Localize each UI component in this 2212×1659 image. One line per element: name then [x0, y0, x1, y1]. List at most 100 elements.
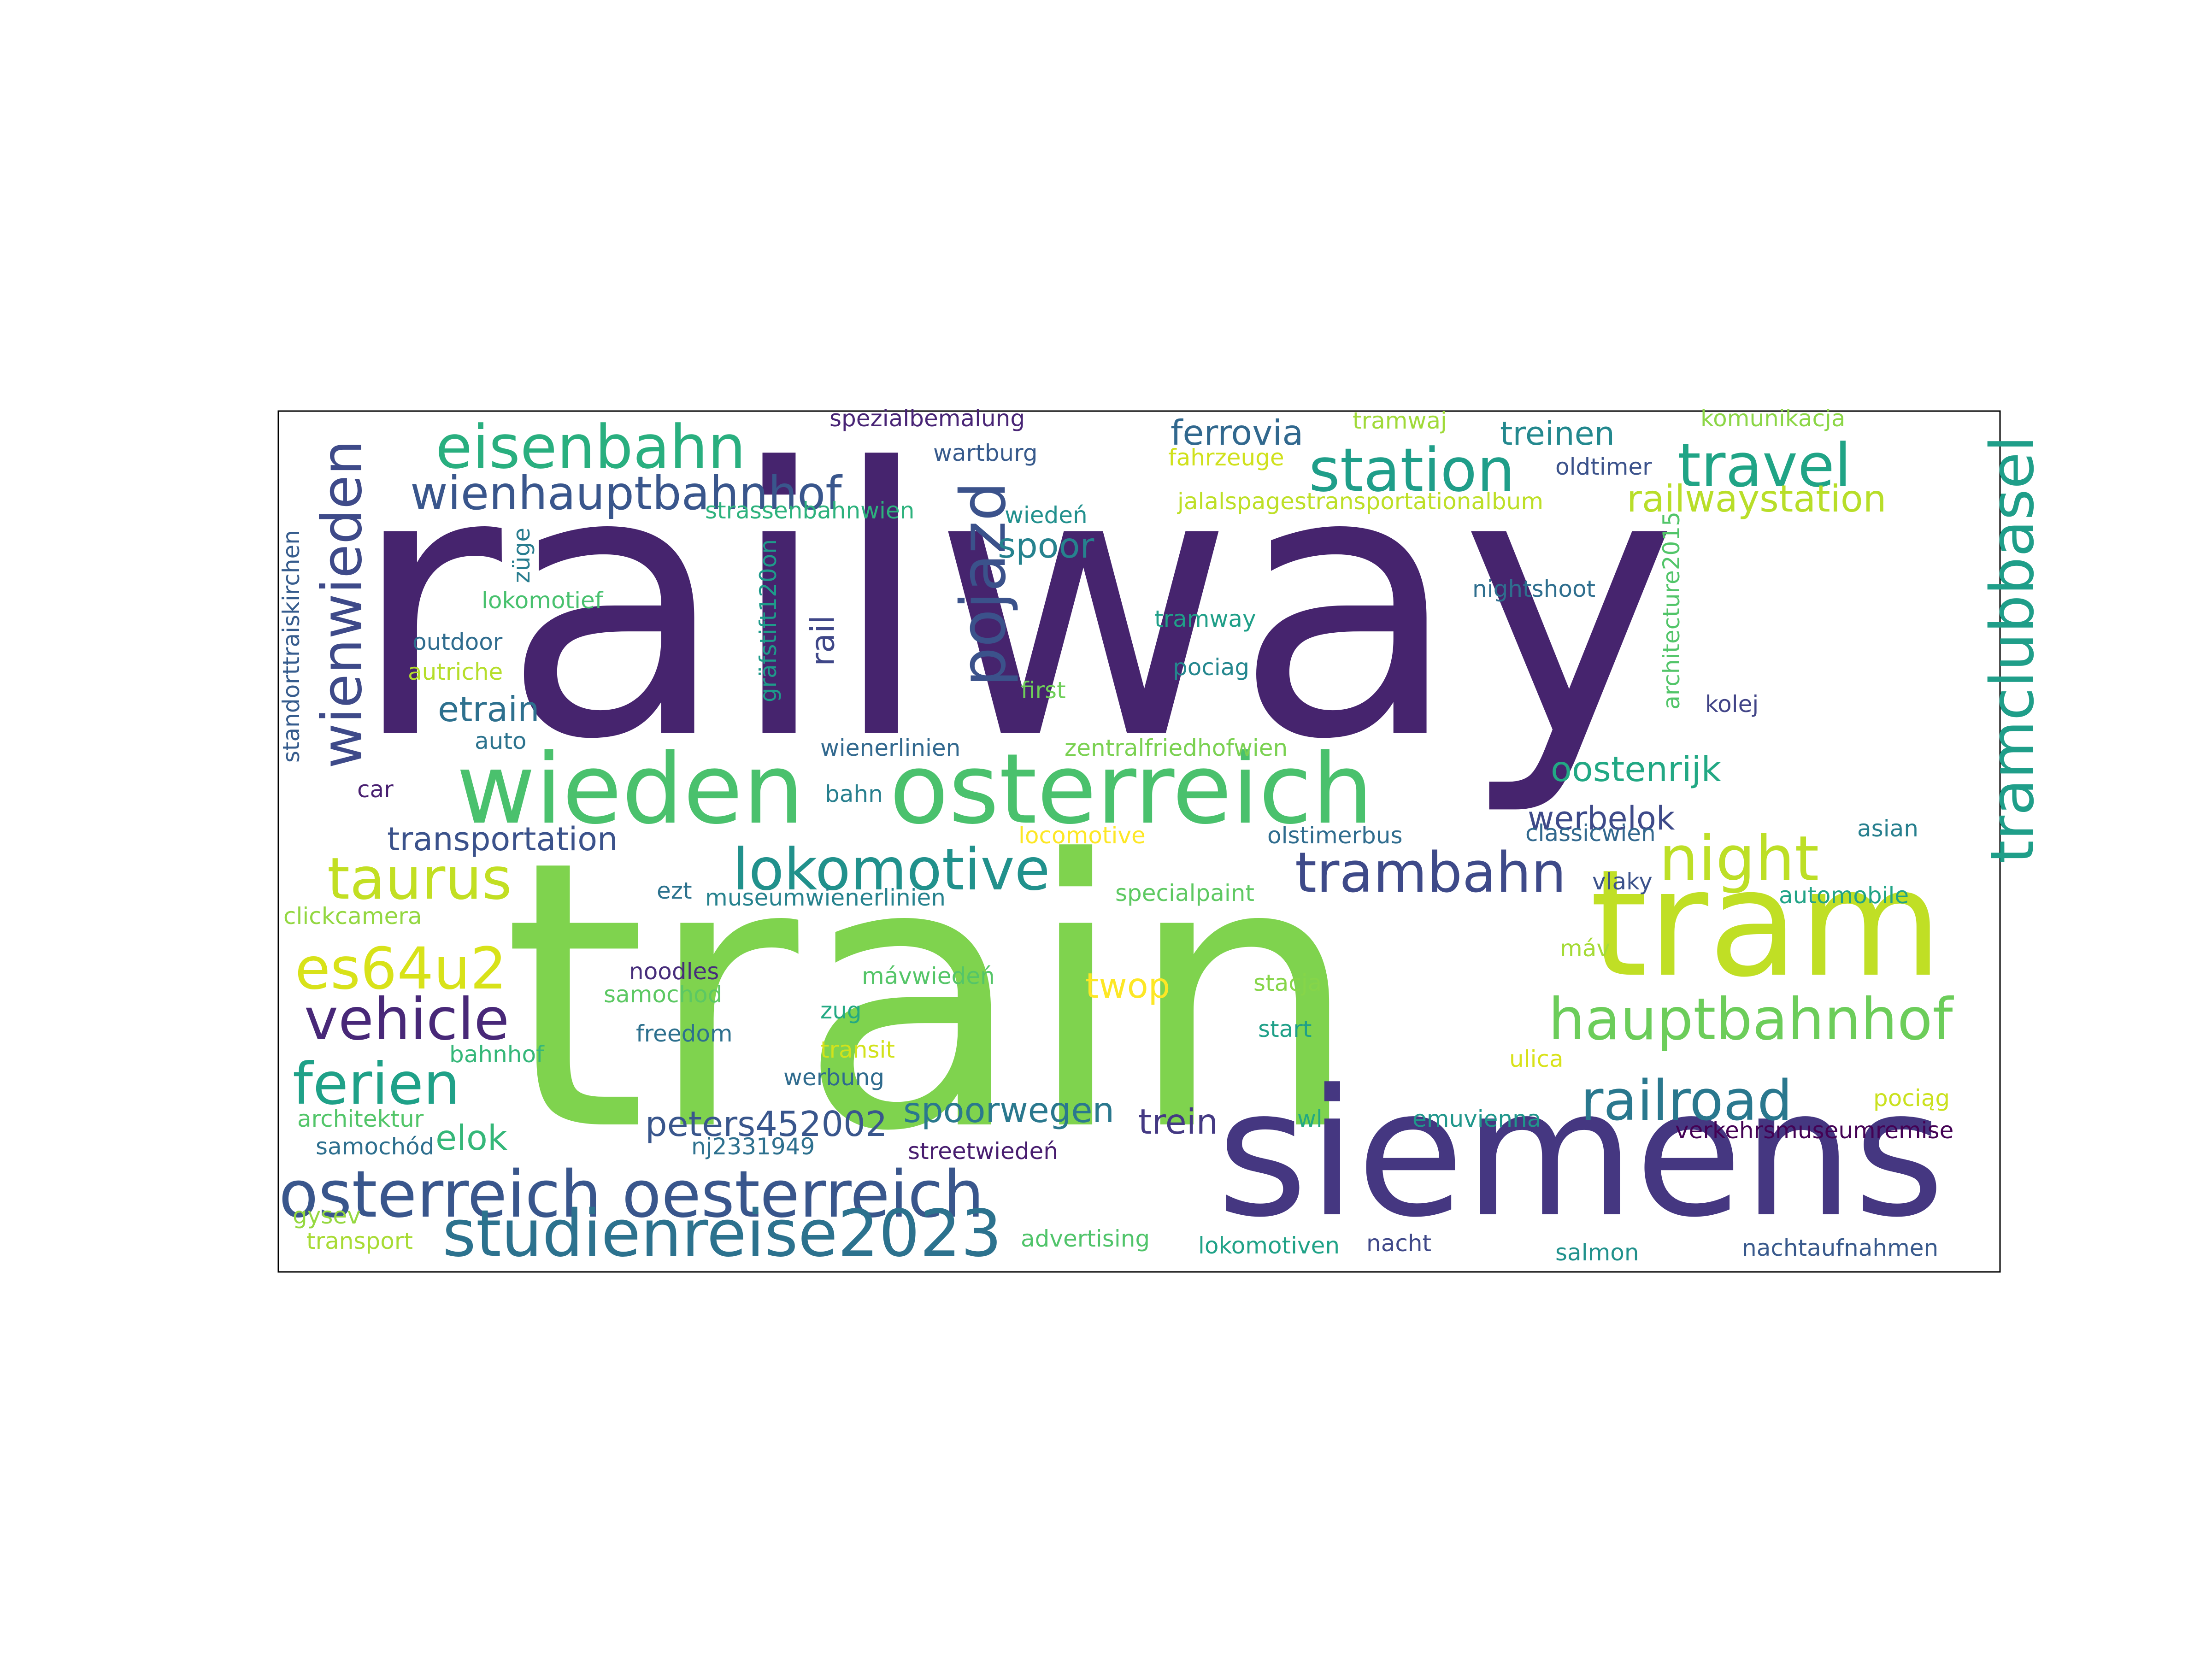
- word-elok: elok: [435, 1118, 508, 1158]
- word-start: start: [1258, 1016, 1312, 1042]
- word-olstimerbus: olstimerbus: [1267, 822, 1403, 849]
- word-auto: auto: [475, 728, 527, 754]
- word-transit: transit: [820, 1036, 895, 1063]
- word-tramwaj: tramwaj: [1353, 407, 1447, 434]
- word-kolej: kolej: [1705, 691, 1759, 718]
- word-mav: máv: [1560, 935, 1610, 962]
- word-rail: rail: [804, 615, 842, 666]
- word-strassenbahnwien: strassenbahnwien: [705, 497, 914, 524]
- word-hauptbahnhof: hauptbahnhof: [1548, 986, 1954, 1053]
- word-transport: transport: [306, 1228, 413, 1254]
- word-tram: tram: [1590, 838, 1942, 1010]
- word-salmon: salmon: [1555, 1239, 1639, 1266]
- word-ferien: ferien: [293, 1051, 460, 1118]
- word-samochod: samochod: [604, 981, 723, 1008]
- word-wartburg: wartburg: [933, 440, 1038, 466]
- word-streetwieden: streetwiedeń: [908, 1138, 1058, 1165]
- word-pociag: pociąg: [1873, 1085, 1950, 1112]
- word-car: car: [357, 776, 394, 803]
- word-specialpaint: specialpaint: [1115, 880, 1254, 906]
- word-studienreise2023: studienreise2023: [442, 1196, 1002, 1271]
- word-nj2331949: nj2331949: [691, 1133, 815, 1160]
- word-train: train: [502, 782, 1360, 1212]
- word-outdoor: outdoor: [412, 629, 503, 655]
- word-emuvienna: emuvienna: [1412, 1106, 1541, 1132]
- word-tramway: tramway: [1154, 606, 1256, 632]
- word-station: station: [1309, 435, 1515, 505]
- word-trein: trein: [1138, 1101, 1218, 1142]
- word-spoor: spoor: [998, 525, 1094, 566]
- word-wieden: wiedeń: [1005, 502, 1088, 529]
- word-jalalspagestransportationalbum: jalalspagestransportationalbum: [1177, 488, 1543, 515]
- word-peters452002: peters452002: [645, 1104, 888, 1144]
- word-lokomotive: lokomotive: [733, 836, 1050, 903]
- word-grafstift120on: gräfstift120on: [755, 539, 782, 702]
- word-taurus: taurus: [327, 846, 512, 912]
- word-komunikacja: komunikacja: [1700, 405, 1845, 432]
- word-wl: wl: [1297, 1106, 1323, 1132]
- word-standorttraiskirchen: standorttraiskirchen: [278, 530, 305, 763]
- word-spezialbemalung: spezialbemalung: [830, 405, 1025, 432]
- word-vehicle: vehicle: [304, 986, 509, 1053]
- word-werbelok: werbelok: [1528, 800, 1675, 837]
- word-nachtaufnahmen: nachtaufnahmen: [1742, 1235, 1938, 1261]
- word-pociag: pociag: [1173, 654, 1249, 681]
- word-samochod: samochód: [316, 1133, 435, 1160]
- word-cloud-frame: [277, 410, 2001, 1273]
- word-etrain: etrain: [438, 689, 540, 729]
- word-clickcamera: clickcamera: [283, 903, 422, 930]
- word-wieden: wieden: [456, 733, 804, 846]
- word-zentralfriedhofwien: zentralfriedhofwien: [1065, 735, 1288, 761]
- word-siemens: siemens: [1217, 1052, 1945, 1256]
- word-bahn: bahn: [825, 781, 883, 807]
- word-ferrovia: ferrovia: [1171, 412, 1303, 453]
- word-asian: asian: [1857, 815, 1918, 842]
- word-classicwien: classicwien: [1525, 820, 1656, 847]
- word-railwaystation: railwaystation: [1627, 477, 1886, 520]
- word-ezt: ezt: [657, 877, 692, 904]
- word-fahrzeuge: fahrzeuge: [1168, 444, 1284, 471]
- word-architektur: architektur: [297, 1106, 424, 1132]
- word-wienwieden: wienwieden: [311, 440, 375, 769]
- word-osterreich-oesterreich: osterreich oesterreich: [279, 1157, 984, 1232]
- word-werbung: werbung: [783, 1064, 884, 1091]
- word-automobile: automobile: [1779, 882, 1909, 909]
- word-ulica: ulica: [1509, 1046, 1564, 1072]
- word-es64u2: es64u2: [295, 935, 507, 1002]
- word-mavwieden: mávwiedeń: [862, 963, 995, 989]
- word-railroad: railroad: [1581, 1069, 1792, 1133]
- word-zuge: züge: [508, 528, 535, 583]
- word-vlaky: vlaky: [1592, 868, 1653, 895]
- word-autriche: autriche: [408, 659, 503, 685]
- word-spoorwegen: spoorwegen: [903, 1090, 1114, 1130]
- word-night: night: [1659, 823, 1819, 895]
- word-bahnhof: bahnhof: [449, 1041, 545, 1068]
- word-nightshoot: nightshoot: [1472, 576, 1595, 602]
- word-twop: twop: [1085, 965, 1170, 1006]
- word-wienhauptbahnhof: wienhauptbahnhof: [410, 466, 843, 520]
- word-museumwienerlinien: museumwienerlinien: [705, 884, 946, 911]
- word-eisenbahn: eisenbahn: [435, 412, 746, 482]
- word-pojazd: pojazd: [947, 482, 1019, 687]
- word-oostenrijk: oostenrijk: [1551, 749, 1721, 789]
- word-verkehrsmuseumremise: verkehrsmuseumremise: [1675, 1117, 1953, 1144]
- word-wienerlinien: wienerlinien: [820, 735, 960, 761]
- word-transportation: transportation: [387, 820, 618, 858]
- word-trambahn: trambahn: [1295, 841, 1566, 905]
- word-nacht: nacht: [1366, 1230, 1431, 1257]
- word-tramclubbasel: tramclubbasel: [1977, 435, 2047, 864]
- word-oldtimer: oldtimer: [1555, 453, 1652, 480]
- word-first: first: [1021, 677, 1066, 704]
- word-travel: travel: [1677, 430, 1851, 500]
- word-architecture2015: architecture2015: [1658, 512, 1685, 710]
- word-stacja: stacja: [1253, 970, 1322, 996]
- word-treinen: treinen: [1500, 415, 1615, 453]
- word-advertising: advertising: [1021, 1225, 1150, 1252]
- word-railway: railway: [350, 390, 1678, 820]
- word-lokomotiven: lokomotiven: [1198, 1232, 1340, 1259]
- word-gysev: gysev: [293, 1202, 361, 1229]
- word-osterreich: osterreich: [889, 733, 1373, 846]
- word-freedom: freedom: [636, 1020, 733, 1047]
